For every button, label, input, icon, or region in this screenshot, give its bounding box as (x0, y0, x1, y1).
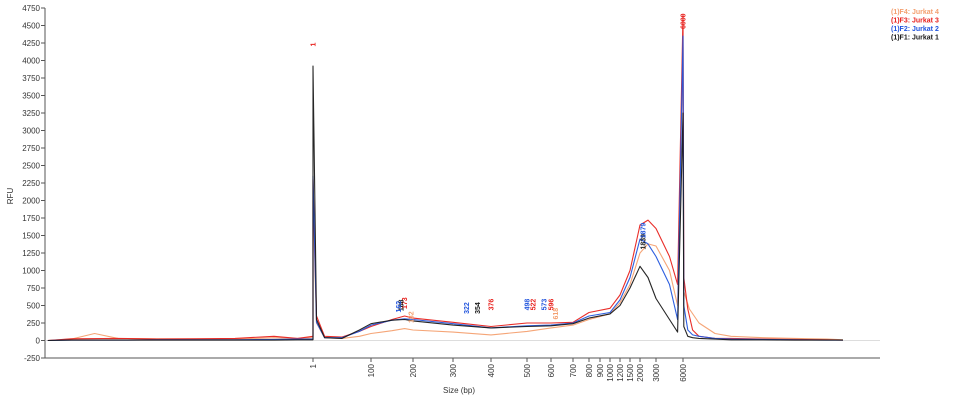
x-tick-label: 1 (309, 363, 318, 368)
x-tick-label: 800 (585, 363, 594, 377)
x-tick-label: 2000 (636, 363, 645, 381)
peak-label: 596 (549, 299, 556, 311)
x-tick-label: 1000 (606, 363, 615, 381)
peak-label: 168 (399, 299, 406, 311)
x-axis: 1 100 200 300 400 500 600 700 800 900 1000 1200 1500… (45, 340, 880, 382)
y-tick-label: 4250 (22, 39, 40, 48)
x-tick-label: 3000 (652, 363, 661, 381)
peak-label: 498 (525, 299, 532, 311)
peak-label: 1879 (641, 223, 648, 239)
peak-label: 322 (464, 302, 471, 314)
peak-label: 173 (402, 297, 409, 309)
y-tick-label: 750 (27, 284, 41, 293)
peak-label: 1 (311, 43, 318, 47)
x-tick-label: 900 (596, 363, 605, 377)
peak-label: 376 (489, 299, 496, 311)
x-tick-label: 400 (487, 363, 496, 377)
series-lines (47, 14, 844, 342)
legend-entry[interactable]: (1)F3: Jurkat 3 (891, 18, 939, 25)
x-tick-label: 600 (547, 363, 556, 377)
y-tick-label: 1250 (22, 249, 40, 258)
y-tick-label: 1500 (22, 232, 40, 241)
peak-label: 522 (531, 299, 538, 311)
y-tick-label: 500 (27, 302, 41, 311)
x-tick-label: 700 (569, 363, 578, 377)
x-tick-label: 500 (523, 363, 532, 377)
legend-entry[interactable]: (1)F2: Jurkat 2 (891, 26, 939, 33)
x-tick-label: 1200 (616, 363, 625, 381)
series-line-jurkat-2 (47, 35, 843, 342)
y-tick-label: 1000 (22, 267, 40, 276)
y-tick-label: 3750 (22, 74, 40, 83)
x-tick-label: 200 (409, 363, 418, 377)
y-tick-label: 0 (36, 337, 41, 346)
peak-label: 162 (396, 301, 403, 313)
x-axis-title: Size (bp) (443, 386, 475, 395)
y-tick-label: 4500 (22, 22, 40, 31)
legend[interactable]: (1)F4: Jurkat 4 (1)F3: Jurkat 3(1)F2: Jur… (891, 9, 939, 42)
y-tick-label: 4000 (22, 57, 40, 66)
peak-label: 182 (408, 311, 415, 323)
y-axis-title: RFU (6, 188, 15, 205)
peak-label: 618 (553, 308, 560, 320)
series-line-jurkat-1 (47, 65, 843, 342)
y-tick-label: -250 (24, 354, 41, 363)
peak-label: 6000 (681, 13, 688, 29)
peak-label: 354 (475, 302, 482, 314)
y-tick-label: 3250 (22, 109, 40, 118)
x-tick-label: 6000 (679, 363, 688, 381)
y-axis: -250 0 250 500 750 1000 1250 1500 1750 2000 2250 25… (22, 4, 46, 363)
y-tick-label: 2500 (22, 162, 40, 171)
x-tick-label: 1500 (626, 363, 635, 381)
y-tick-label: 3500 (22, 92, 40, 101)
y-tick-label: 4750 (22, 4, 40, 13)
y-tick-label: 2750 (22, 144, 40, 153)
legend-entry[interactable]: (1)F4: Jurkat 4 (891, 9, 939, 16)
series-line-jurkat-4 (47, 45, 844, 342)
x-tick-label: 300 (449, 363, 458, 377)
peak-label: 573 (541, 299, 548, 311)
y-tick-label: 2250 (22, 179, 40, 188)
series-line-jurkat-3 (47, 14, 844, 342)
y-tick-label: 1750 (22, 214, 40, 223)
y-tick-label: 2000 (22, 197, 40, 206)
y-tick-label: 3000 (22, 127, 40, 136)
legend-entry[interactable]: (1)F1: Jurkat 1 (891, 35, 939, 42)
x-tick-label: 100 (367, 363, 376, 377)
peak-label: 1839 (641, 234, 648, 250)
y-tick-label: 250 (27, 319, 41, 328)
